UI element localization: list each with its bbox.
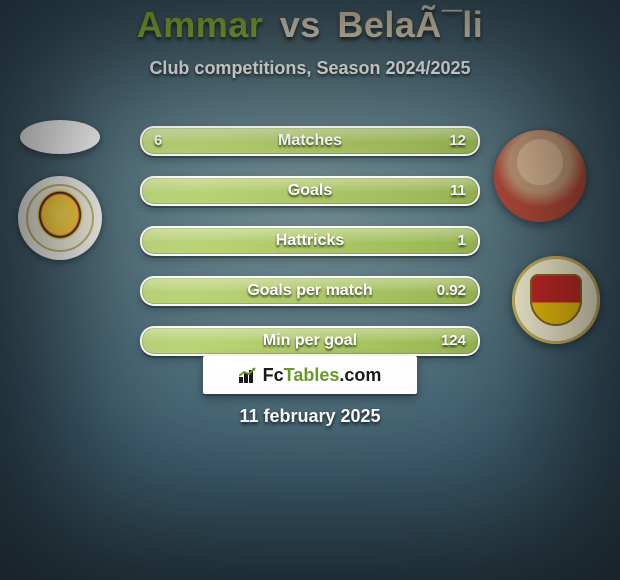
metric-bar: Goals 11: [140, 176, 480, 206]
player2-name: BelaÃ¯li: [337, 4, 483, 45]
metrics-container: 6 Matches 12 Goals 11 Hattricks 1 Goals per mat…: [140, 126, 480, 376]
infographic-root: Ammar vs BelaÃ¯li Club competitions, Sea…: [0, 0, 620, 580]
metric-label: Min per goal: [263, 332, 357, 349]
player2-club-inner: [530, 274, 582, 326]
metric-label: Goals: [288, 182, 332, 199]
metric-bar: 6 Matches 12: [140, 126, 480, 156]
brand-part2: Tables: [284, 365, 340, 385]
metric-label: Hattricks: [276, 232, 344, 249]
player2-portrait: [494, 130, 586, 222]
branding-footer: FcTables.com: [203, 356, 417, 394]
vs-label: vs: [280, 4, 321, 45]
metric-label: Goals per match: [247, 282, 372, 299]
brand-part3: .com: [339, 365, 381, 385]
player1-club-badge: [18, 176, 102, 260]
player1-portrait: [20, 120, 100, 154]
metric-bar: Min per goal 124: [140, 326, 480, 356]
metric-right-value: 11: [450, 178, 466, 204]
player2-club-badge: [512, 256, 600, 344]
branding-text: FcTables.com: [263, 365, 382, 386]
metric-right-value: 0.92: [437, 278, 466, 304]
metric-right-value: 12: [449, 128, 466, 154]
metric-bar: Hattricks 1: [140, 226, 480, 256]
brand-part1: Fc: [263, 365, 284, 385]
metric-label: Matches: [278, 132, 342, 149]
date-label: 11 february 2025: [0, 406, 620, 427]
player1-club-inner: [26, 184, 94, 252]
metric-right-value: 124: [441, 328, 466, 354]
metric-bar: Goals per match 0.92: [140, 276, 480, 306]
metric-right-value: 1: [458, 228, 466, 254]
chart-icon: [239, 367, 259, 383]
headline: Ammar vs BelaÃ¯li: [0, 4, 620, 46]
metric-left-value: 6: [154, 128, 162, 154]
subtitle: Club competitions, Season 2024/2025: [0, 58, 620, 79]
player1-name: Ammar: [137, 4, 264, 45]
